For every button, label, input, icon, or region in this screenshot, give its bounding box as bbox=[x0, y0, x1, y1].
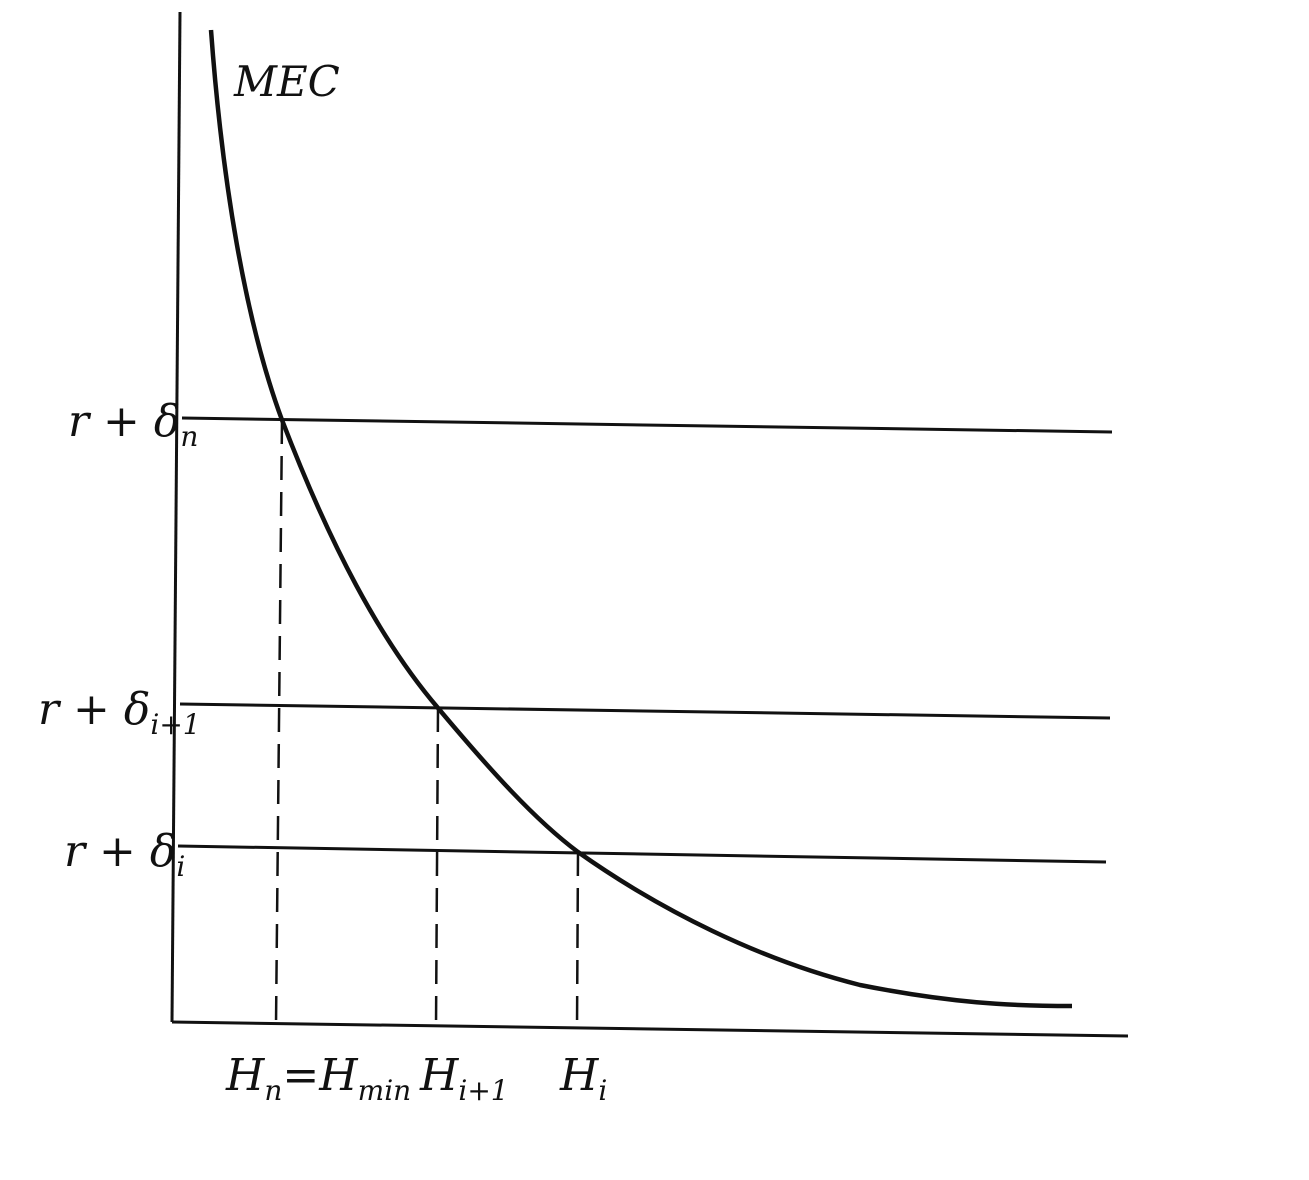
y-label-i-plus-1: r + δi+1 bbox=[38, 684, 201, 741]
rate-line-i bbox=[177, 844, 1107, 864]
rate-line-i-plus-1 bbox=[179, 702, 1111, 720]
x-label-i-plus-1: Hi+1 bbox=[419, 1050, 509, 1107]
y-axis bbox=[170, 11, 182, 1023]
drop-line-i bbox=[575, 851, 580, 1029]
mec-curve bbox=[208, 29, 1073, 1009]
y-label-i: r + δi bbox=[64, 826, 185, 883]
x-label-i: Hi bbox=[559, 1050, 607, 1107]
drop-line-i-plus-1 bbox=[434, 707, 440, 1027]
x-label-n-min: Hn=Hmin bbox=[225, 1050, 411, 1107]
drop-line-n bbox=[274, 419, 284, 1025]
y-label-n: r + δn bbox=[68, 396, 198, 453]
x-axis bbox=[171, 1020, 1129, 1038]
rate-line-n bbox=[181, 416, 1113, 434]
curve-label: MEC bbox=[233, 57, 340, 106]
